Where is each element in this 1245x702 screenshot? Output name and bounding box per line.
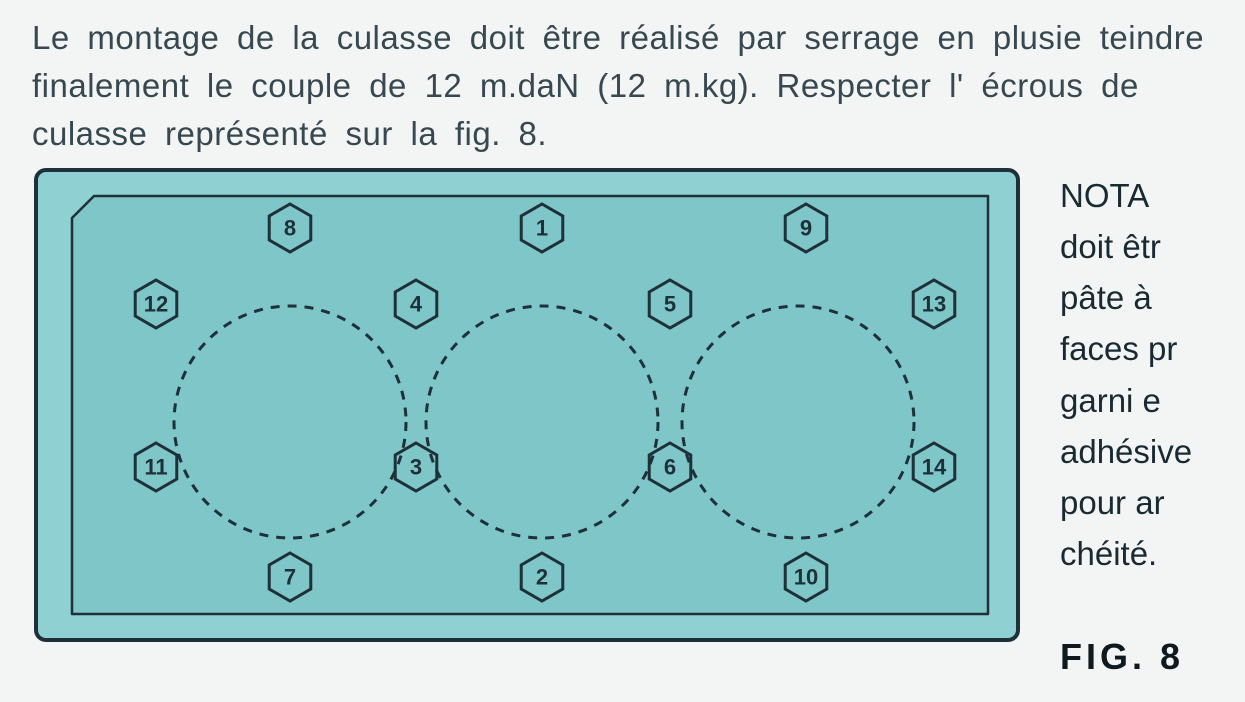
nut-label-14: 14 [922,455,947,480]
nut-label-12: 12 [144,292,168,317]
nut-label-11: 11 [144,455,167,480]
nota-line: faces pr [1060,323,1192,374]
nut-label-3: 3 [410,455,422,480]
nut-label-10: 10 [794,565,818,590]
nut-label-8: 8 [284,216,296,241]
torque-sequence-diagram: 1234567891011121314 [22,162,1032,652]
head-inner-outline [72,196,988,614]
nota-line: pour ar [1060,477,1192,528]
nut-label-6: 6 [664,455,676,480]
nota-line: garni e [1060,375,1192,426]
nota-line: adhésive [1060,426,1192,477]
nut-label-2: 2 [536,565,548,590]
figure-caption: FIG. 8 [1060,636,1184,678]
nut-label-13: 13 [922,292,946,317]
nota-line: doit êtr [1060,221,1192,272]
nota-line: pâte à [1060,272,1192,323]
nota-line: NOTA [1060,170,1192,221]
page: Le montage de la culasse doit être réali… [0,0,1245,702]
nota-line: chéité. [1060,528,1192,579]
nut-label-1: 1 [536,216,548,241]
nut-label-7: 7 [284,565,296,590]
nut-label-5: 5 [664,292,676,317]
nota-block: NOTA doit êtr pâte à faces pr garni e ad… [1060,170,1192,579]
nut-label-4: 4 [410,292,423,317]
nut-label-9: 9 [800,216,812,241]
intro-paragraph: Le montage de la culasse doit être réali… [32,14,1245,158]
